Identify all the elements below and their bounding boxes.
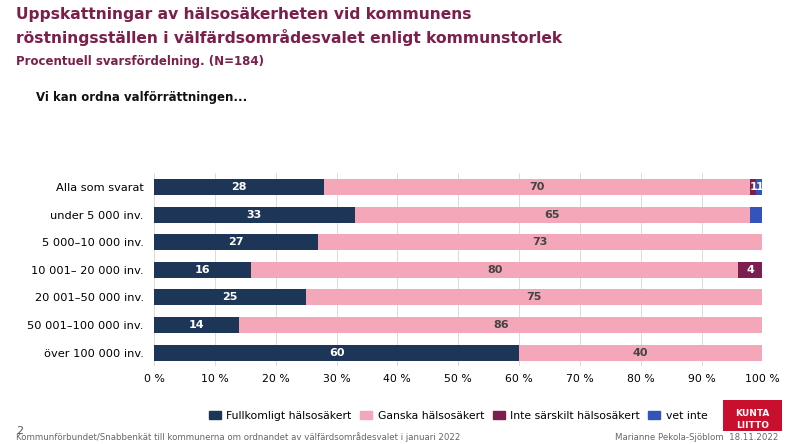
Text: Procentuell svarsfördelning. (N=184): Procentuell svarsfördelning. (N=184) bbox=[16, 56, 264, 68]
Text: 4: 4 bbox=[747, 265, 754, 275]
Text: Marianne Pekola-Sjöblom  18.11.2022: Marianne Pekola-Sjöblom 18.11.2022 bbox=[615, 433, 778, 442]
Bar bbox=[355, 206, 750, 222]
Bar bbox=[154, 179, 325, 195]
Bar bbox=[251, 262, 738, 278]
Bar bbox=[239, 317, 762, 333]
Bar bbox=[154, 345, 519, 361]
Bar bbox=[756, 179, 762, 195]
Bar bbox=[318, 234, 762, 250]
Text: 27: 27 bbox=[228, 237, 244, 247]
Bar bbox=[154, 317, 239, 333]
Bar bbox=[154, 234, 318, 250]
Text: 1: 1 bbox=[755, 182, 763, 192]
Text: 70: 70 bbox=[529, 182, 545, 192]
Legend: Fullkomligt hälsosäkert, Ganska hälsosäkert, Inte särskilt hälsosäkert, vet inte: Fullkomligt hälsosäkert, Ganska hälsosäk… bbox=[205, 406, 712, 425]
Text: 75: 75 bbox=[527, 292, 542, 302]
Bar bbox=[325, 179, 750, 195]
Text: 40: 40 bbox=[633, 348, 649, 357]
Text: Uppskattningar av hälsosäkerheten vid kommunens: Uppskattningar av hälsosäkerheten vid ko… bbox=[16, 7, 472, 22]
Text: 80: 80 bbox=[487, 265, 502, 275]
Text: Kommunförbundet/Snabbenkät till kommunerna om ordnandet av välfärdsområdesvalet : Kommunförbundet/Snabbenkät till kommuner… bbox=[16, 432, 460, 442]
Bar bbox=[154, 289, 307, 305]
Text: röstningsställen i välfärdsområdesvalet enligt kommunstorlek: röstningsställen i välfärdsområdesvalet … bbox=[16, 29, 562, 46]
Text: 14: 14 bbox=[189, 320, 205, 330]
Text: KUNTA: KUNTA bbox=[735, 409, 769, 418]
Bar bbox=[750, 206, 790, 222]
Bar bbox=[738, 262, 762, 278]
Text: 28: 28 bbox=[231, 182, 247, 192]
Text: 25: 25 bbox=[223, 292, 238, 302]
Text: 86: 86 bbox=[493, 320, 509, 330]
Text: LIITTO: LIITTO bbox=[736, 420, 769, 430]
Bar bbox=[154, 206, 355, 222]
Text: Vi kan ordna valförrättningen...: Vi kan ordna valförrättningen... bbox=[36, 91, 246, 104]
Bar bbox=[307, 289, 762, 305]
Text: 16: 16 bbox=[195, 265, 210, 275]
Text: 73: 73 bbox=[532, 237, 548, 247]
Bar bbox=[750, 179, 756, 195]
Text: 65: 65 bbox=[545, 210, 560, 219]
Text: 33: 33 bbox=[246, 210, 262, 219]
Bar bbox=[154, 262, 251, 278]
Text: 11: 11 bbox=[776, 210, 790, 219]
Text: 60: 60 bbox=[329, 348, 344, 357]
Text: 2: 2 bbox=[16, 426, 23, 436]
Bar bbox=[519, 345, 762, 361]
Text: 1: 1 bbox=[750, 182, 757, 192]
